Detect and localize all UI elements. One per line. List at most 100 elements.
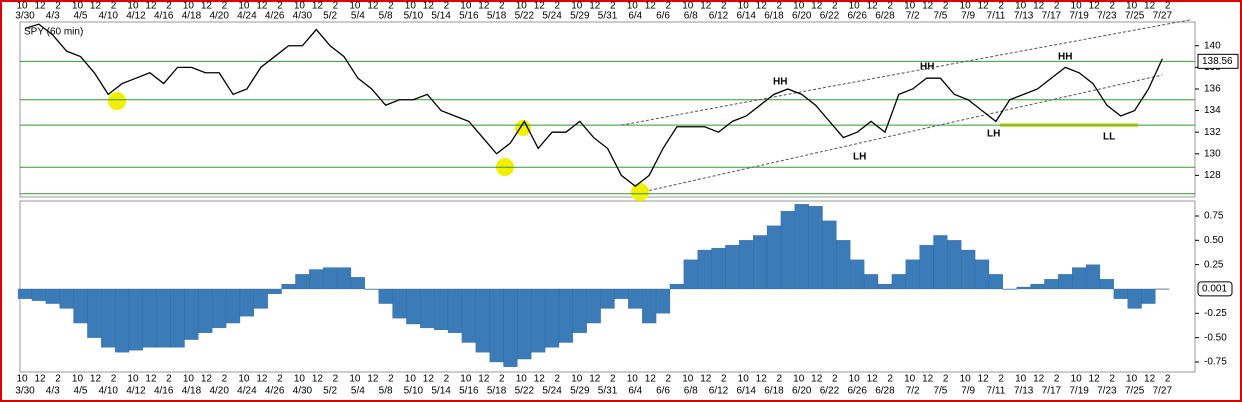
x-hour-label: 2 [55,374,61,385]
oscillator-bar [836,240,851,290]
oscillator-bar [101,288,116,348]
x-date-label: 5/22 [515,386,535,397]
y-tick-label: 130 [1204,148,1221,159]
oscillator-bar [392,288,407,319]
price-line [24,23,1163,188]
x-hour-label: 10 [349,1,361,12]
oscillator-bar [572,288,587,333]
x-hour-label: 2 [388,1,394,12]
last-value-label: 138.56 [1202,56,1233,67]
x-hour-label: 10 [1015,374,1027,385]
oscillator-bar [378,288,393,304]
x-hour-label: 2 [721,1,727,12]
oscillator-bar [323,267,338,290]
oscillator-bar [808,206,823,290]
x-date-label: 6/8 [684,11,698,22]
x-hour-label: 12 [534,1,546,12]
annotation: LH [987,129,1000,140]
x-date-label: 5/16 [459,386,479,397]
x-date-label: 4/24 [237,11,257,22]
oscillator-bar [31,288,46,301]
x-hour-label: 10 [238,1,250,12]
x-hour-label: 12 [811,1,823,12]
oscillator-bar [1085,264,1101,290]
x-date-label: 7/11 [987,11,1006,22]
highlight [515,120,531,136]
x-hour-label: 2 [499,374,505,385]
x-date-label: 5/10 [404,11,424,22]
x-date-label: 5/18 [487,386,507,397]
x-date-label: 6/28 [875,11,895,22]
x-hour-label: 2 [776,1,782,12]
oscillator-bar [711,247,726,290]
x-hour-label: 12 [90,1,102,12]
x-hour-label: 2 [665,1,671,12]
x-hour-label: 12 [756,374,768,385]
oscillator-bar [794,204,809,290]
x-date-label: 4/24 [237,386,257,397]
y-tick-label: 0.75 [1204,211,1224,222]
oscillator-bar [156,288,171,348]
x-hour-label: 10 [627,374,639,385]
x-hour-label: 12 [589,1,601,12]
x-date-label: 7/23 [1097,11,1117,22]
x-date-label: 4/12 [126,386,146,397]
y-tick-label: 134 [1204,105,1221,116]
x-hour-label: 12 [1144,1,1156,12]
oscillator-bar [128,288,144,351]
x-hour-label: 2 [222,374,228,385]
oscillator-bar [115,288,130,353]
oscillator-bar [905,259,920,290]
x-date-label: 7/19 [1069,386,1089,397]
oscillator-bar [517,288,532,360]
x-hour-label: 2 [943,374,949,385]
x-hour-label: 2 [388,374,394,385]
x-hour-label: 2 [1109,374,1115,385]
x-hour-label: 2 [832,1,838,12]
x-hour-label: 2 [222,1,228,12]
oscillator-bar [961,249,976,290]
oscillator-bar [420,288,435,329]
oscillator-bar [198,288,213,333]
x-hour-label: 10 [460,1,472,12]
x-date-label: 5/31 [598,386,618,397]
x-date-label: 6/12 [709,386,729,397]
x-hour-label: 12 [90,374,102,385]
x-date-label: 4/5 [74,11,88,22]
x-date-label: 6/18 [764,386,784,397]
x-hour-label: 10 [960,374,972,385]
x-hour-label: 10 [627,1,639,12]
x-hour-label: 2 [166,1,172,12]
oscillator-bar [212,288,227,329]
x-date-label: 4/20 [209,386,229,397]
x-date-label: 5/29 [570,11,590,22]
oscillator-bar [1127,288,1142,309]
x-date-label: 4/16 [154,11,174,22]
oscillator-bar [1044,279,1059,290]
x-date-label: 7/11 [987,386,1006,397]
oscillator-bar [780,210,795,290]
x-date-label: 6/6 [656,386,670,397]
y-tick-label: -0.75 [1204,357,1227,368]
oscillator-bar [1155,288,1170,290]
oscillator-bar [725,245,740,290]
x-hour-label: 12 [367,374,379,385]
x-hour-label: 12 [811,374,823,385]
price-panel [19,21,1196,198]
x-date-label: 7/2 [906,386,920,397]
x-hour-label: 12 [1144,374,1156,385]
x-hour-label: 2 [887,1,893,12]
oscillator-bar [531,288,546,353]
oscillator-bar [974,259,990,290]
x-date-label: 7/17 [1042,11,1062,22]
oscillator-bar [17,288,33,299]
x-date-label: 5/8 [379,11,393,22]
oscillator-bar [1113,288,1128,299]
x-date-label: 4/30 [293,386,313,397]
oscillator-bar [489,288,504,363]
x-date-label: 6/14 [737,386,757,397]
oscillator-bar [253,288,268,309]
oscillator-panel [19,200,1196,373]
y-tick-label: 0.50 [1204,235,1224,246]
oscillator-bar [1058,274,1073,290]
